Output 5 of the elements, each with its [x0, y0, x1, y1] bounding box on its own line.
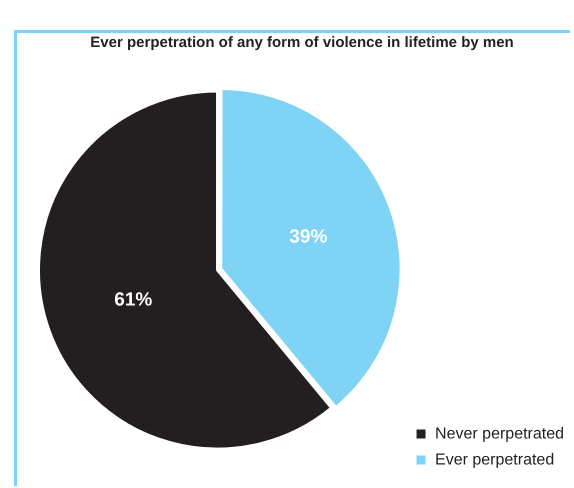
legend-label: Ever perpetrated [435, 451, 554, 468]
data-label: 39% [289, 226, 328, 248]
legend-label: Never perpetrated [435, 425, 564, 442]
chart-title: Ever perpetration of any form of violence in lifetime by men [90, 34, 514, 52]
data-label: 61% [114, 290, 152, 311]
